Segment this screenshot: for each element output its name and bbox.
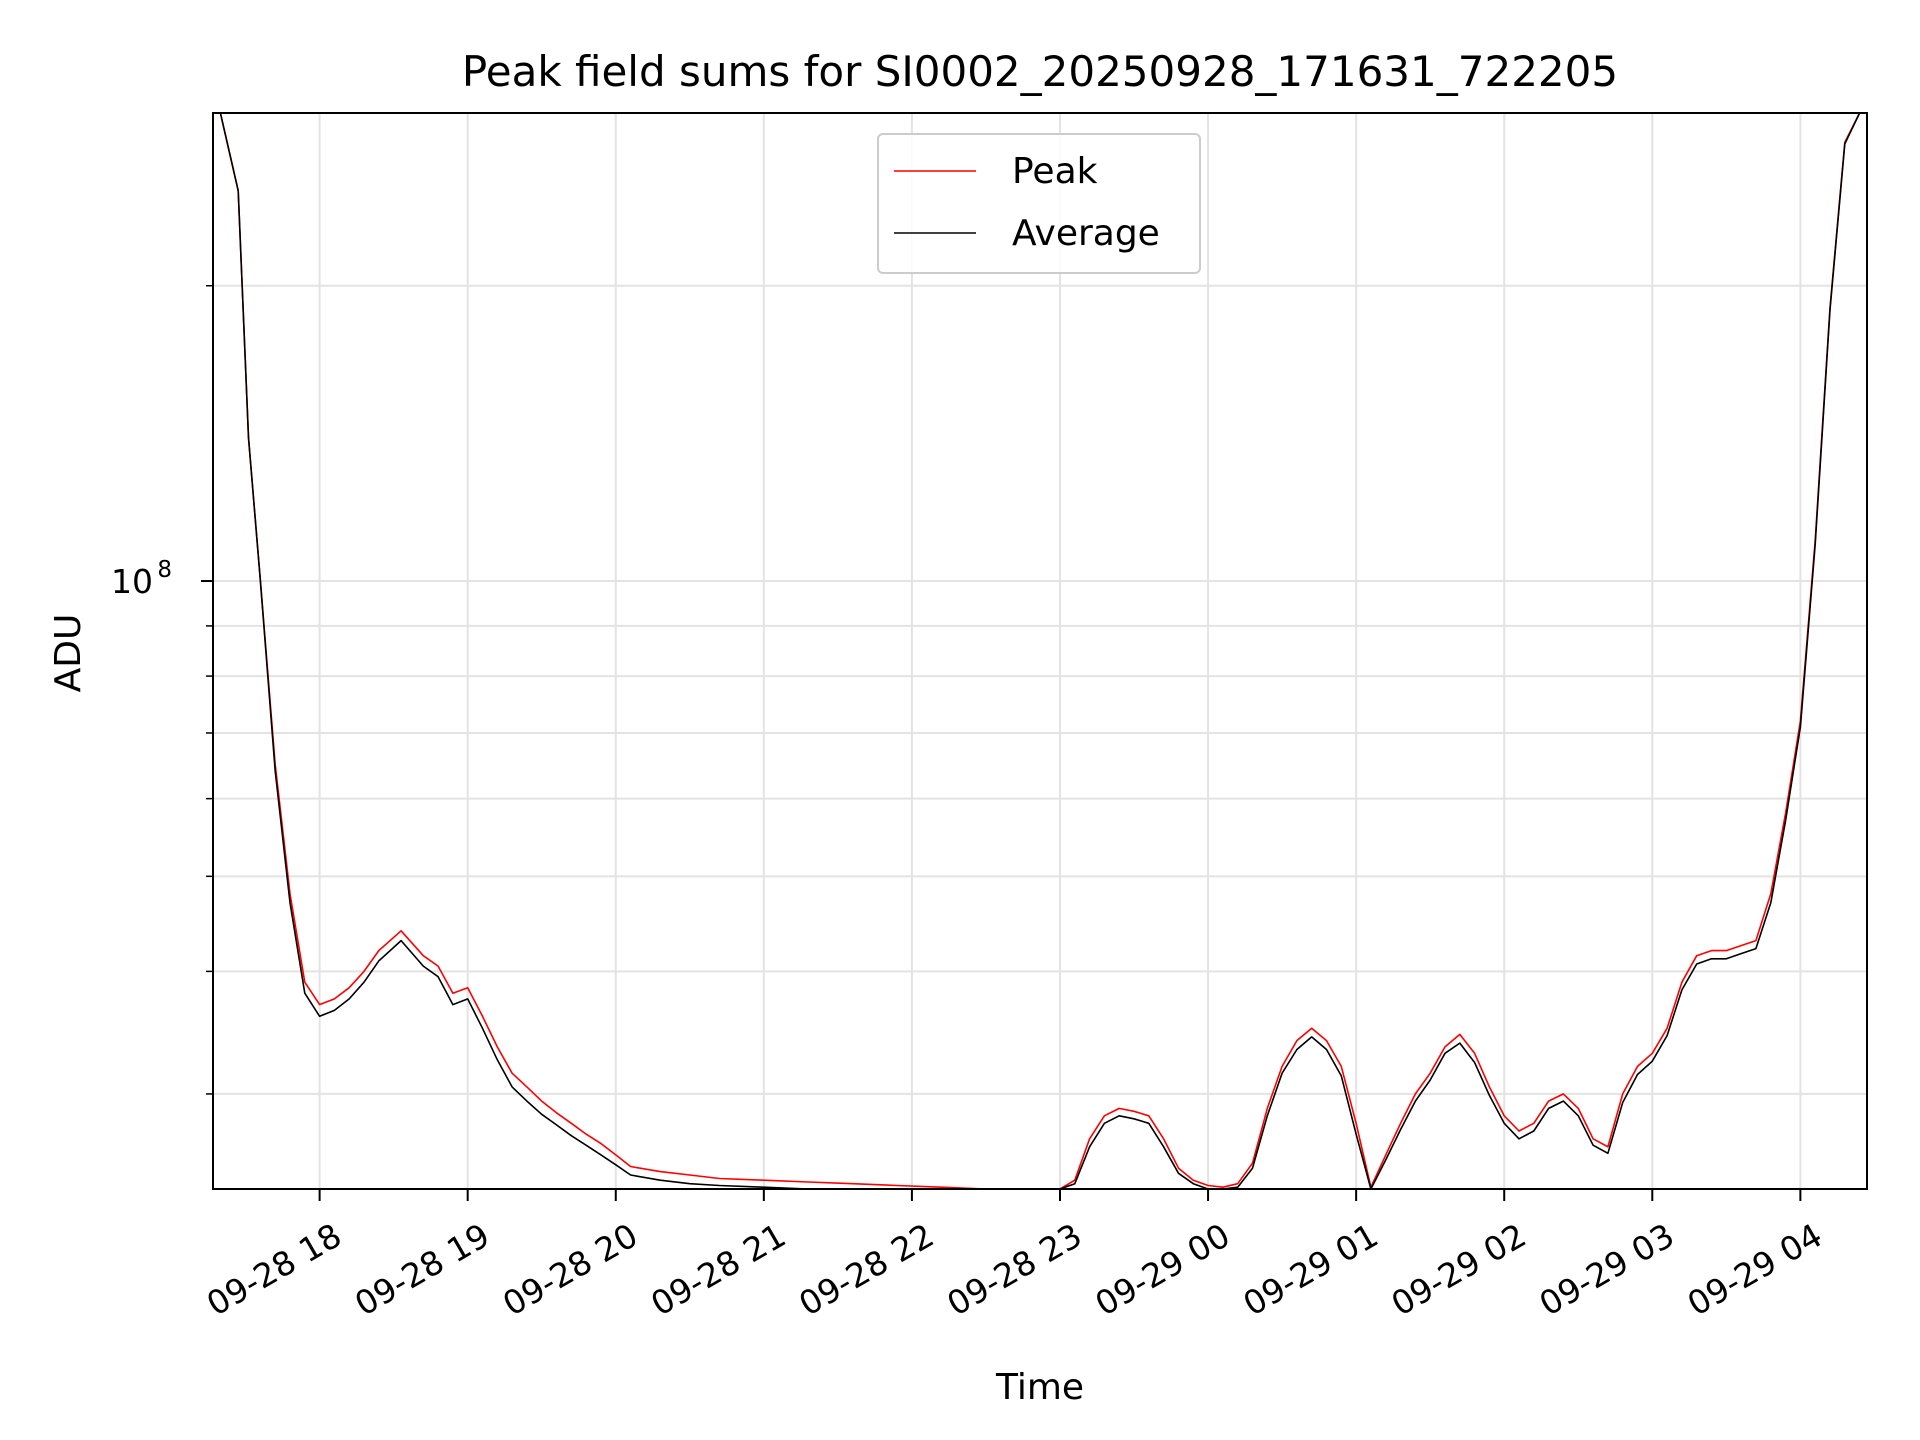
y-axis: 10 8: [111, 284, 213, 1095]
series-line-average: [219, 112, 1867, 1190]
x-axis-label: Time: [995, 1367, 1084, 1408]
legend-box: [877, 133, 1201, 274]
series-line-peak: [219, 112, 1867, 1190]
y-axis-label: ADU: [48, 614, 89, 693]
series-layer: [219, 112, 1867, 1190]
legend: Peak Average: [877, 133, 1201, 274]
plot-frame: [212, 112, 1868, 1190]
y-tick-label-base: 10: [111, 562, 153, 601]
chart-title: Peak field sums for SI0002_20250928_1716…: [462, 47, 1618, 96]
legend-average-label: Average: [1012, 213, 1160, 254]
legend-peak-label: Peak: [1012, 151, 1098, 192]
grid: [213, 113, 1867, 1189]
y-tick-label-exponent: 8: [157, 557, 172, 583]
